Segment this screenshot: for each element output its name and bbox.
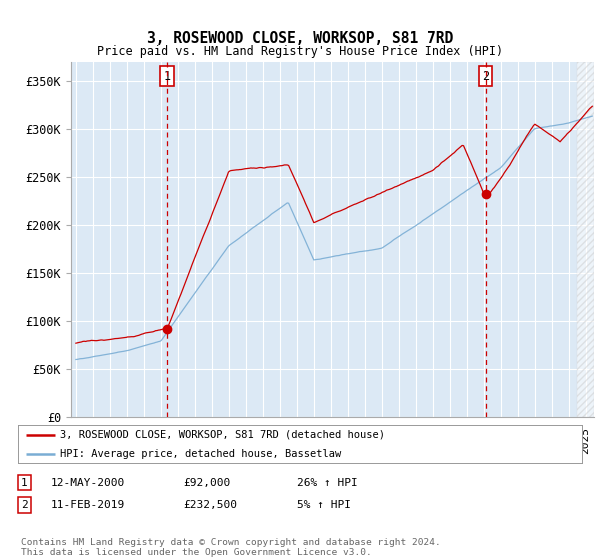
Text: 5% ↑ HPI: 5% ↑ HPI — [297, 500, 351, 510]
Text: 12-MAY-2000: 12-MAY-2000 — [51, 478, 125, 488]
Text: 1: 1 — [164, 69, 170, 82]
Text: 26% ↑ HPI: 26% ↑ HPI — [297, 478, 358, 488]
Text: 3, ROSEWOOD CLOSE, WORKSOP, S81 7RD: 3, ROSEWOOD CLOSE, WORKSOP, S81 7RD — [147, 31, 453, 46]
Text: 11-FEB-2019: 11-FEB-2019 — [51, 500, 125, 510]
Text: 2: 2 — [21, 500, 28, 510]
Text: 2: 2 — [482, 69, 489, 82]
Text: £92,000: £92,000 — [183, 478, 230, 488]
Text: Contains HM Land Registry data © Crown copyright and database right 2024.
This d: Contains HM Land Registry data © Crown c… — [21, 538, 441, 557]
Text: HPI: Average price, detached house, Bassetlaw: HPI: Average price, detached house, Bass… — [60, 449, 341, 459]
Text: 3, ROSEWOOD CLOSE, WORKSOP, S81 7RD (detached house): 3, ROSEWOOD CLOSE, WORKSOP, S81 7RD (det… — [60, 430, 385, 440]
Text: 1: 1 — [21, 478, 28, 488]
Text: Price paid vs. HM Land Registry's House Price Index (HPI): Price paid vs. HM Land Registry's House … — [97, 45, 503, 58]
Text: £232,500: £232,500 — [183, 500, 237, 510]
